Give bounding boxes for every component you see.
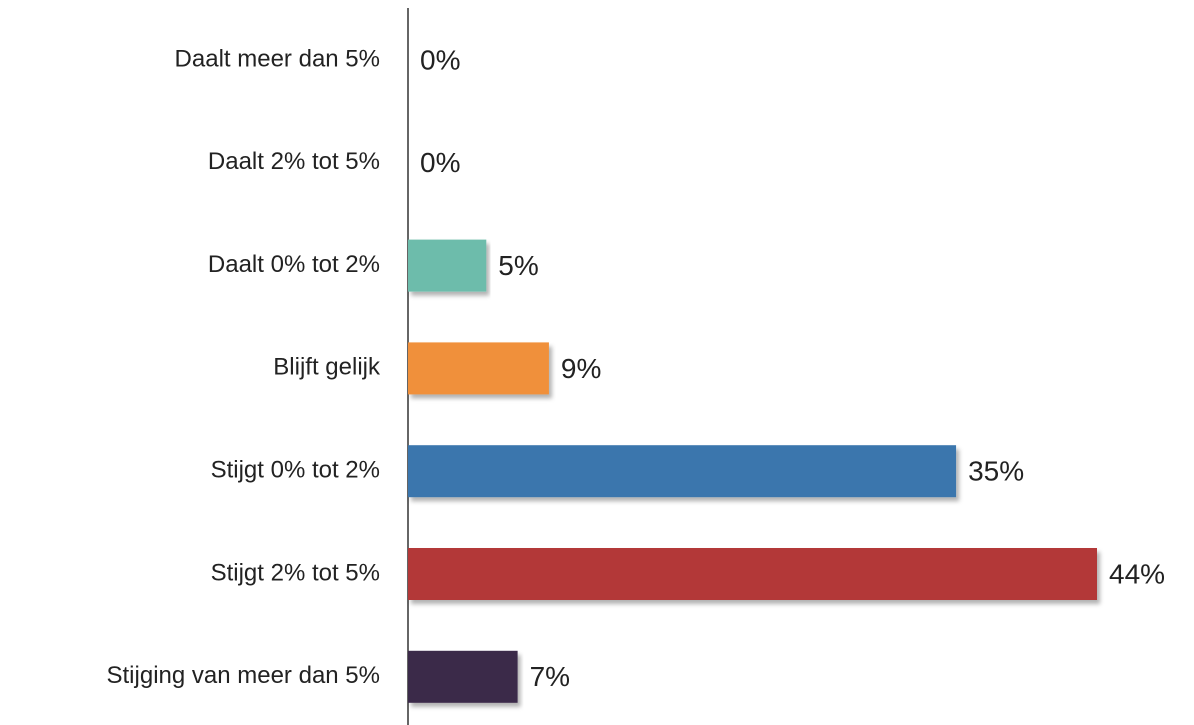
bar bbox=[408, 342, 549, 395]
data-label: 9% bbox=[561, 353, 601, 384]
bar bbox=[408, 239, 487, 292]
category-label: Daalt 0% tot 2% bbox=[208, 251, 380, 278]
data-label: 5% bbox=[498, 250, 538, 281]
data-label: 35% bbox=[968, 456, 1024, 487]
data-label: 0% bbox=[420, 44, 460, 75]
category-label: Blijft gelijk bbox=[273, 354, 381, 381]
category-label: Stijgt 0% tot 2% bbox=[211, 457, 380, 484]
data-label: 44% bbox=[1109, 558, 1165, 589]
data-label: 0% bbox=[420, 147, 460, 178]
bar bbox=[408, 548, 1097, 600]
bar bbox=[408, 650, 518, 703]
category-label: Daalt meer dan 5% bbox=[175, 45, 380, 72]
category-label: Stijgt 2% tot 5% bbox=[211, 559, 380, 586]
category-label: Stijging van meer dan 5% bbox=[107, 662, 381, 689]
bar bbox=[408, 445, 957, 498]
category-label: Daalt 2% tot 5% bbox=[208, 148, 380, 175]
data-label: 7% bbox=[530, 661, 570, 692]
